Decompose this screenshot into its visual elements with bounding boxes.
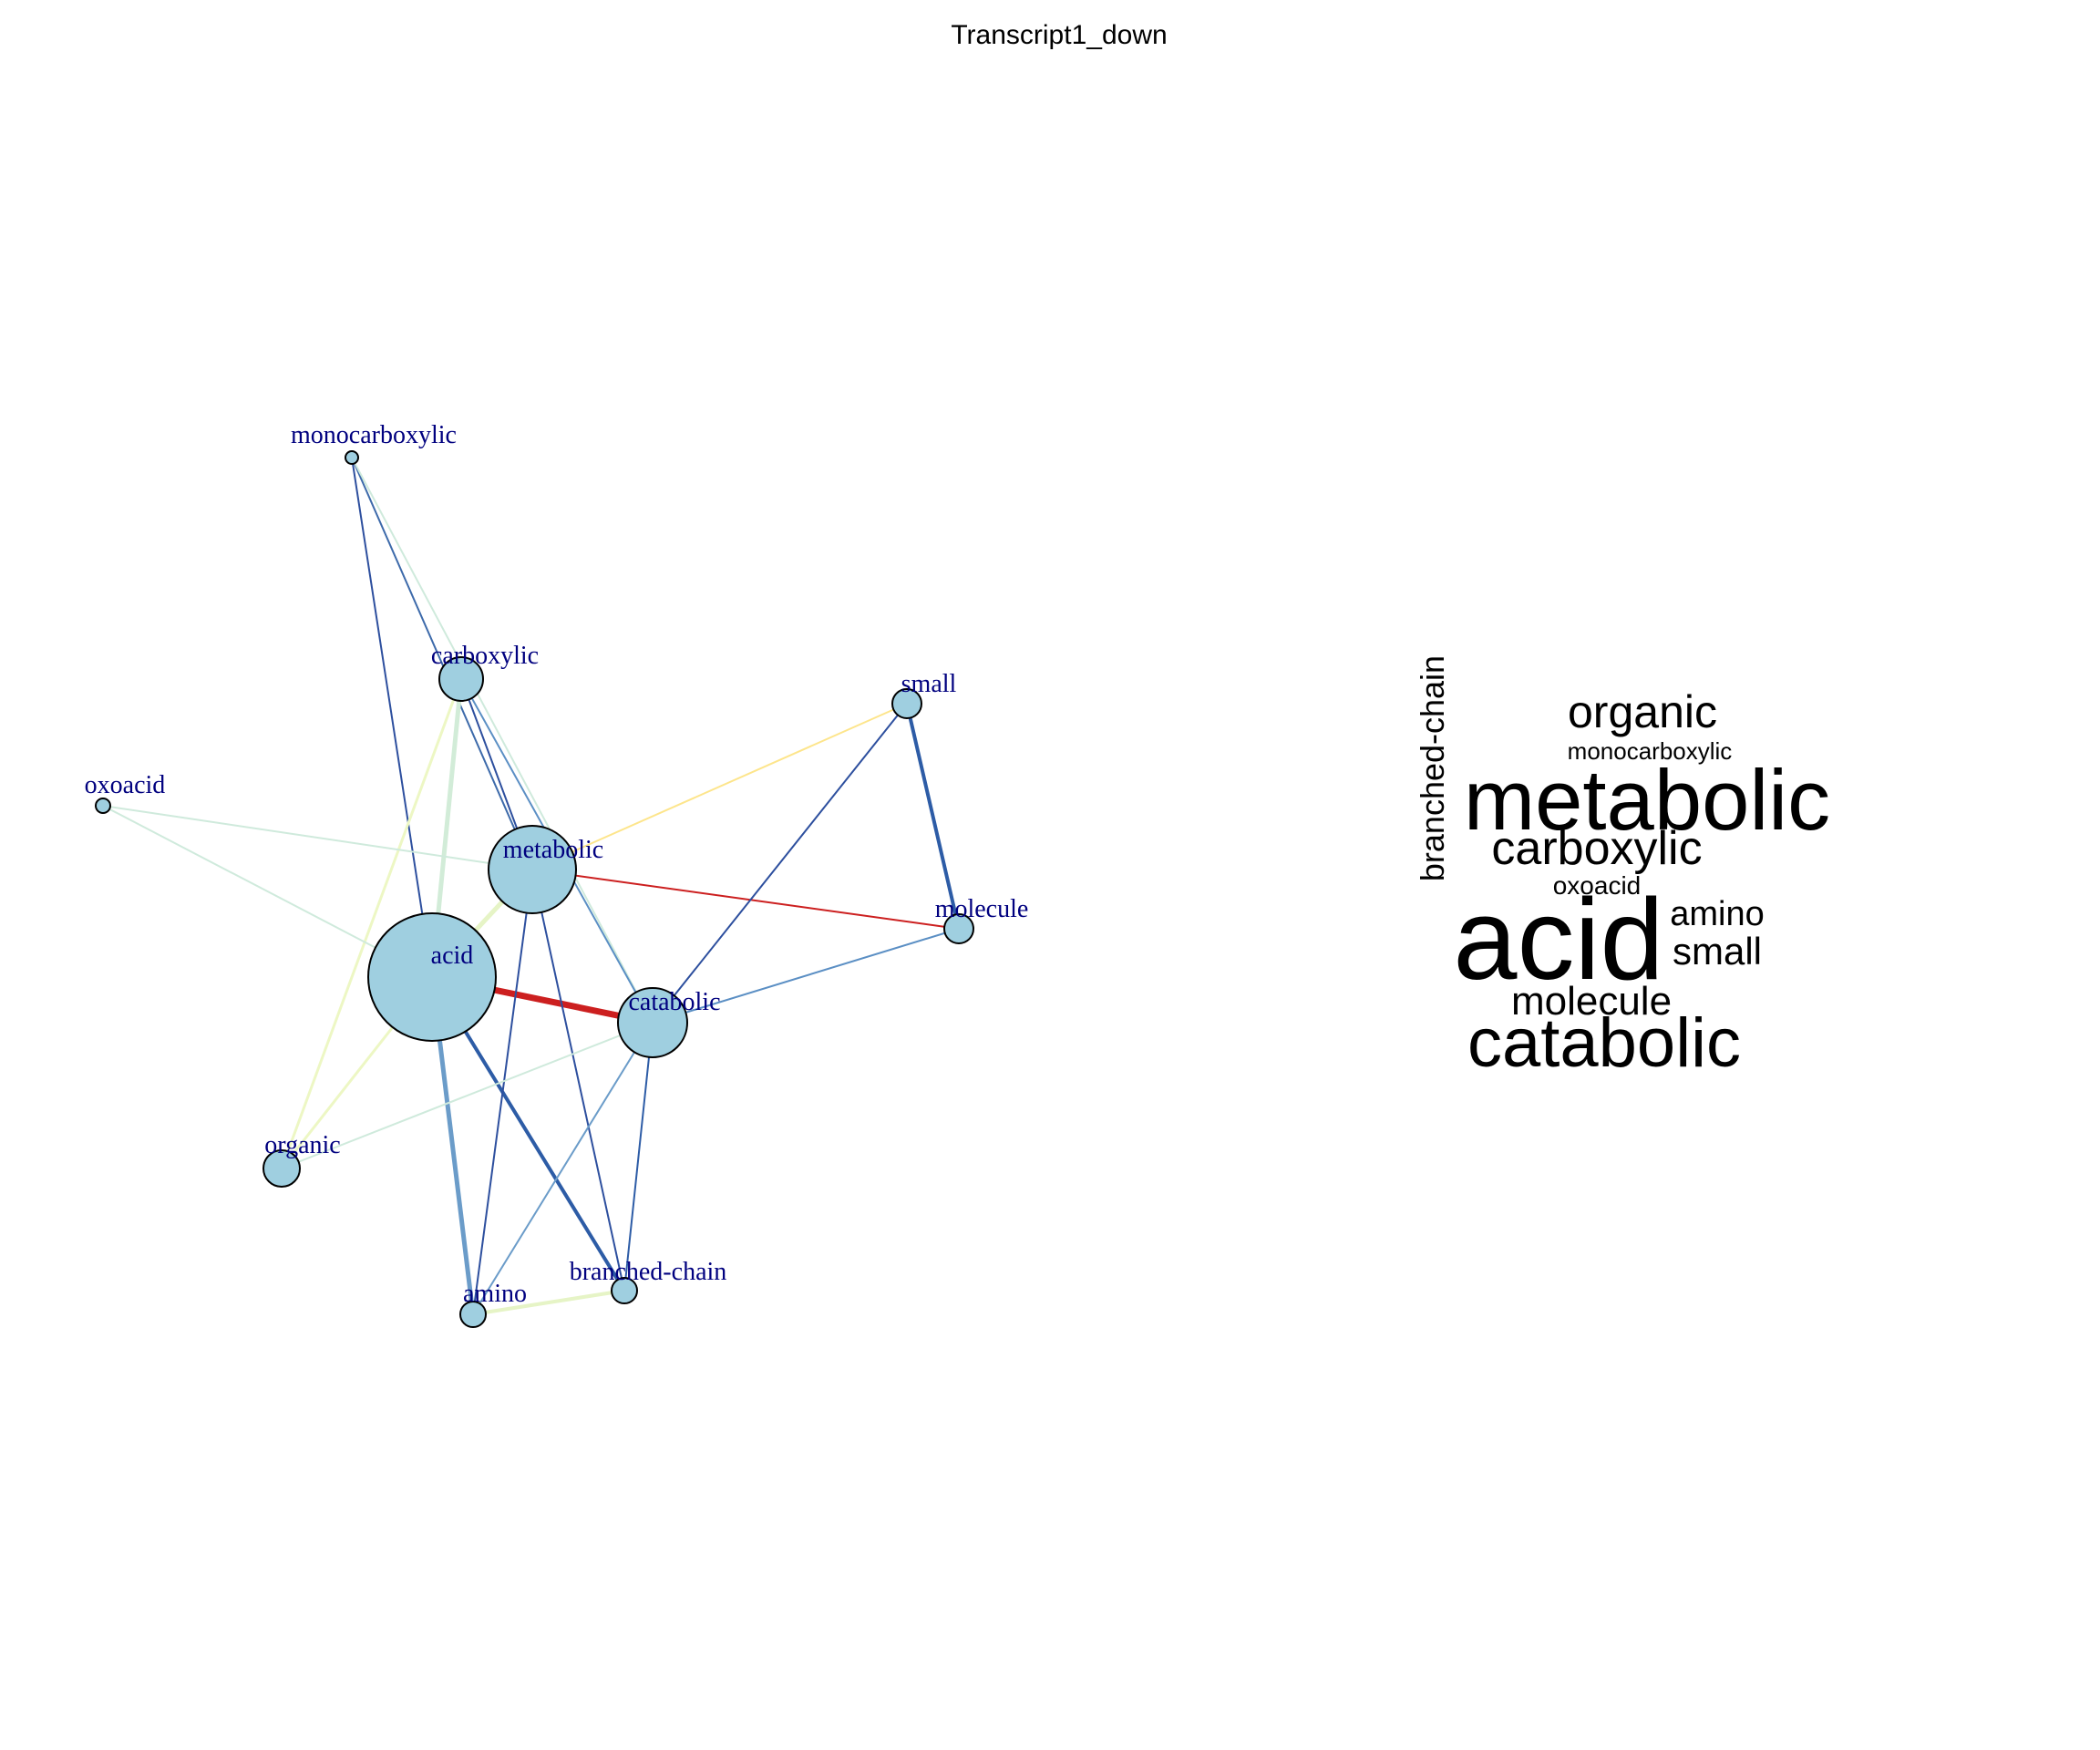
node-label-oxoacid: oxoacid (85, 771, 166, 799)
node-label-molecule: molecule (935, 895, 1029, 923)
edge-metabolic-molecule (531, 869, 960, 930)
node-label-amino: amino (463, 1280, 527, 1308)
edge-oxoacid-metabolic (102, 805, 533, 870)
cloud-word-small: small (1673, 930, 1762, 973)
cloud-word-carboxylic: carboxylic (1491, 822, 1702, 875)
node-oxoacid (95, 798, 111, 814)
node-label-monocarboxylic: monocarboxylic (291, 421, 457, 449)
edge-monocarboxylic-catabolic (351, 457, 654, 1024)
cloud-word-molecule: molecule (1511, 979, 1672, 1024)
edge-catabolic-branched-chain (623, 1022, 654, 1292)
node-branched-chain (611, 1277, 638, 1304)
node-label-branched-chain: branched-chain (570, 1258, 727, 1286)
node-molecule (943, 913, 974, 944)
cloud-word-catabolic: catabolic (1467, 1004, 1741, 1082)
network-nodes (95, 450, 974, 1328)
edge-catabolic-molecule (652, 928, 960, 1024)
node-label-catabolic: catabolic (628, 988, 720, 1016)
edge-metabolic-branched-chain (531, 869, 625, 1292)
cloud-word-metabolic: metabolic (1464, 752, 1830, 848)
edge-carboxylic-organic (280, 677, 463, 1170)
edge-small-catabolic (652, 703, 908, 1024)
node-label-acid: acid (431, 942, 474, 970)
edge-catabolic-amino (472, 1022, 654, 1315)
node-label-small: small (901, 670, 957, 698)
edge-amino-branched-chain (471, 1289, 626, 1316)
node-label-metabolic: metabolic (503, 836, 603, 864)
node-amino (459, 1301, 487, 1328)
cloud-word-monocarboxylic: monocarboxylic (1568, 737, 1733, 765)
cloud-word-branched-chain: branched-chain (1414, 655, 1451, 881)
cloud-word-organic: organic (1568, 686, 1717, 737)
node-acid (367, 912, 497, 1042)
node-catabolic (617, 987, 688, 1058)
edge-small-metabolic (531, 703, 908, 870)
network-labels: acid metabolic catabolic carboxylic small mol… (85, 421, 1029, 1308)
edge-monocarboxylic-metabolic (351, 457, 533, 870)
node-monocarboxylic (345, 450, 359, 465)
node-metabolic (488, 825, 577, 914)
edge-metabolic-amino (472, 869, 533, 1315)
cloud-word-acid: acid (1453, 875, 1663, 1004)
node-label-carboxylic: carboxylic (431, 642, 539, 670)
word-cloud: organicmonocarboxylicmetaboliccarboxylic… (1414, 655, 1830, 1082)
edge-catabolic-organic (281, 1022, 654, 1169)
edge-small-molecule (905, 702, 961, 931)
cloud-word-amino: amino (1670, 895, 1765, 933)
node-carboxylic (438, 656, 484, 702)
figure-title: Transcript1_down (951, 20, 1167, 50)
node-label-organic: organic (264, 1131, 340, 1159)
node-small (891, 688, 922, 719)
edge-monocarboxylic-acid (351, 457, 433, 978)
node-organic (262, 1149, 301, 1188)
cloud-word-oxoacid: oxoacid (1553, 871, 1642, 900)
